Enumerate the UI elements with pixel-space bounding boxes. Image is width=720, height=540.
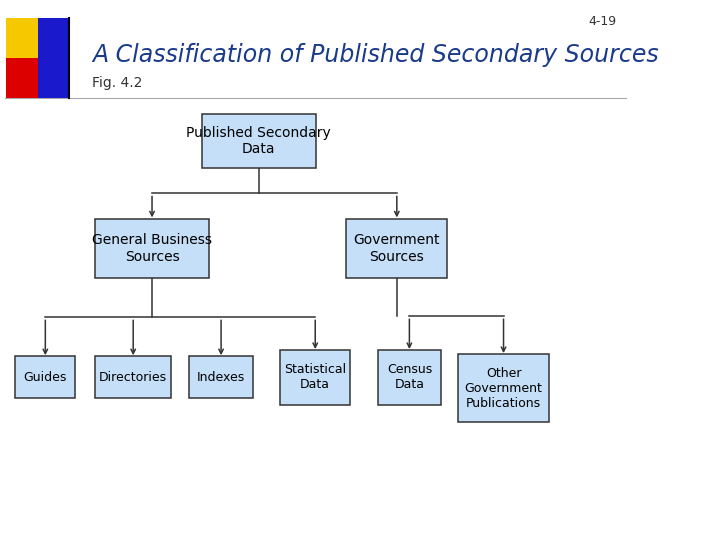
FancyBboxPatch shape bbox=[280, 350, 350, 404]
FancyBboxPatch shape bbox=[15, 356, 76, 399]
FancyBboxPatch shape bbox=[346, 219, 447, 278]
Text: Fig. 4.2: Fig. 4.2 bbox=[92, 76, 143, 90]
Text: 4-19: 4-19 bbox=[588, 15, 616, 28]
Text: Indexes: Indexes bbox=[197, 371, 246, 384]
Text: General Business
Sources: General Business Sources bbox=[92, 233, 212, 264]
Text: Other
Government
Publications: Other Government Publications bbox=[464, 367, 542, 410]
Text: Government
Sources: Government Sources bbox=[354, 233, 440, 264]
Text: Published Secondary
Data: Published Secondary Data bbox=[186, 126, 331, 156]
FancyBboxPatch shape bbox=[95, 356, 171, 399]
FancyBboxPatch shape bbox=[378, 350, 441, 404]
FancyBboxPatch shape bbox=[189, 356, 253, 399]
Text: Census
Data: Census Data bbox=[387, 363, 432, 392]
FancyBboxPatch shape bbox=[6, 17, 37, 58]
FancyBboxPatch shape bbox=[458, 354, 549, 422]
FancyBboxPatch shape bbox=[6, 58, 37, 98]
FancyBboxPatch shape bbox=[202, 114, 315, 168]
Text: Guides: Guides bbox=[24, 371, 67, 384]
FancyBboxPatch shape bbox=[95, 219, 209, 278]
FancyBboxPatch shape bbox=[37, 17, 69, 98]
Text: A Classification of Published Secondary Sources: A Classification of Published Secondary … bbox=[92, 43, 659, 67]
Text: Statistical
Data: Statistical Data bbox=[284, 363, 346, 392]
Text: Directories: Directories bbox=[99, 371, 167, 384]
